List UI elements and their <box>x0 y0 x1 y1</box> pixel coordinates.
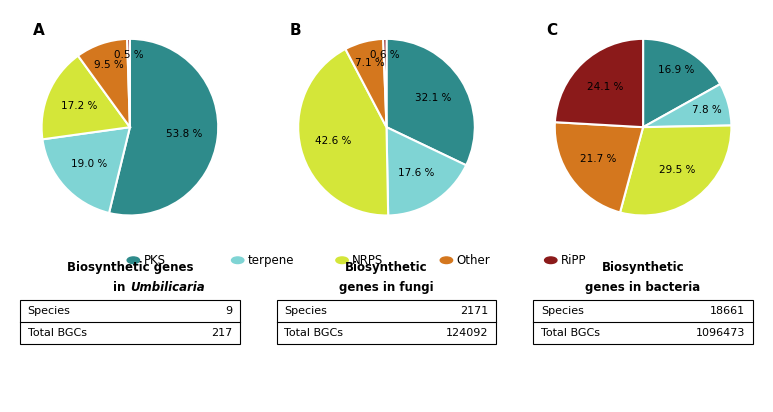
Wedge shape <box>620 126 731 215</box>
Text: Biosynthetic: Biosynthetic <box>346 261 427 274</box>
Text: PKS: PKS <box>143 254 165 267</box>
Wedge shape <box>298 49 388 215</box>
Text: in: in <box>114 281 130 294</box>
Text: 18661: 18661 <box>710 306 745 316</box>
Text: 24.1 %: 24.1 % <box>587 82 624 92</box>
Text: terpene: terpene <box>247 254 295 267</box>
Text: Biosynthetic: Biosynthetic <box>601 261 684 274</box>
Text: 2171: 2171 <box>461 306 489 316</box>
Wedge shape <box>555 122 643 213</box>
Text: Species: Species <box>28 306 70 316</box>
Text: genes in bacteria: genes in bacteria <box>585 281 700 294</box>
Text: genes in fungi: genes in fungi <box>339 281 434 294</box>
Text: Species: Species <box>541 306 584 316</box>
Wedge shape <box>386 39 475 165</box>
Wedge shape <box>555 39 643 127</box>
Text: 7.8 %: 7.8 % <box>692 105 722 115</box>
Text: 19.0 %: 19.0 % <box>71 159 107 169</box>
Text: NRPS: NRPS <box>352 254 383 267</box>
Text: 42.6 %: 42.6 % <box>315 136 352 146</box>
Text: 124092: 124092 <box>446 328 489 338</box>
Text: B: B <box>289 23 301 38</box>
Text: 17.6 %: 17.6 % <box>398 168 434 178</box>
Wedge shape <box>386 127 466 215</box>
Text: 7.1 %: 7.1 % <box>355 58 384 68</box>
Text: Other: Other <box>456 254 490 267</box>
Text: Umbilicaria: Umbilicaria <box>130 281 205 294</box>
Wedge shape <box>643 84 731 127</box>
Text: C: C <box>546 23 557 38</box>
Text: 0.5 %: 0.5 % <box>114 50 144 60</box>
Text: Total BGCs: Total BGCs <box>284 328 343 338</box>
Text: 1096473: 1096473 <box>696 328 745 338</box>
Text: 53.8 %: 53.8 % <box>166 129 203 139</box>
Text: 0.6 %: 0.6 % <box>370 50 400 60</box>
Wedge shape <box>346 39 386 127</box>
Text: 17.2 %: 17.2 % <box>61 101 97 111</box>
Text: 217: 217 <box>211 328 232 338</box>
Text: 9.5 %: 9.5 % <box>94 59 124 70</box>
Text: 21.7 %: 21.7 % <box>581 154 617 164</box>
Text: 9: 9 <box>225 306 232 316</box>
Text: 32.1 %: 32.1 % <box>414 93 451 103</box>
Wedge shape <box>643 39 720 127</box>
Text: Biosynthetic genes: Biosynthetic genes <box>66 261 193 274</box>
Text: 16.9 %: 16.9 % <box>659 65 695 75</box>
Text: Total BGCs: Total BGCs <box>541 328 600 338</box>
Text: 29.5 %: 29.5 % <box>659 165 695 176</box>
Wedge shape <box>42 56 130 139</box>
Text: Total BGCs: Total BGCs <box>28 328 87 338</box>
Wedge shape <box>127 39 130 127</box>
Wedge shape <box>43 127 130 213</box>
Wedge shape <box>109 39 218 215</box>
Text: A: A <box>32 23 45 38</box>
Wedge shape <box>383 39 386 127</box>
Wedge shape <box>78 39 130 127</box>
Text: Species: Species <box>284 306 327 316</box>
Text: RiPP: RiPP <box>560 254 586 267</box>
